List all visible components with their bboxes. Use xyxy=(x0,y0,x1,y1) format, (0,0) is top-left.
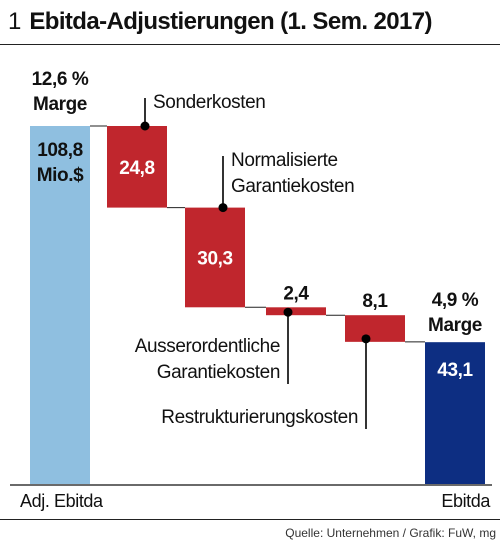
value-label-step-1: 24,8 xyxy=(119,158,154,179)
chart-title: 1 Ebitda-Adjustierungen (1. Sem. 2017) xyxy=(8,8,432,42)
value-label-step-3: 2,4 xyxy=(283,283,309,304)
start-unit-label: Mio.$ xyxy=(37,165,84,186)
source-note: Quelle: Unternehmen / Grafik: FuW, mg xyxy=(285,526,496,540)
bar-step-4 xyxy=(345,315,405,342)
bar-step-2 xyxy=(185,207,245,308)
start-value-label: 108,8 xyxy=(37,140,83,161)
bar-adj-ebitda xyxy=(30,126,90,484)
category-label-step-1: Sonderkosten xyxy=(153,92,265,113)
start-margin-label: Marge xyxy=(33,94,87,115)
category-label-step-3: Ausserordentliche xyxy=(135,336,280,357)
bar-ebitda xyxy=(425,342,485,484)
end-margin-label: Marge xyxy=(428,315,482,336)
footer-rule xyxy=(0,519,500,520)
bar-step-3 xyxy=(266,307,326,316)
category-label-step-3: Garantiekosten xyxy=(157,362,280,383)
chart-number: 1 xyxy=(8,8,22,35)
end-value-label: 43,1 xyxy=(437,360,473,381)
category-label-step-2: Normalisierte xyxy=(231,150,338,171)
start-margin-value: 12,6 % xyxy=(32,69,89,90)
value-label-step-2: 30,3 xyxy=(197,248,232,269)
category-label-step-4: Restrukturierungskosten xyxy=(161,407,358,428)
bar-step-1 xyxy=(107,126,167,208)
x-label-ebitda: Ebitda xyxy=(441,491,491,511)
value-label-step-4: 8,1 xyxy=(362,291,388,312)
title-rule xyxy=(0,44,500,45)
category-label-step-2: Garantiekosten xyxy=(231,176,354,197)
x-label-adj-ebitda: Adj. Ebitda xyxy=(20,491,104,511)
waterfall-chart: 12,6 % Marge 108,8 Mio.$ Adj. Ebitda 24,8 Sond… xyxy=(10,69,492,511)
chart-title-text: Ebitda-Adjustierungen (1. Sem. 2017) xyxy=(29,8,432,35)
end-margin-value: 4,9 % xyxy=(432,290,479,311)
